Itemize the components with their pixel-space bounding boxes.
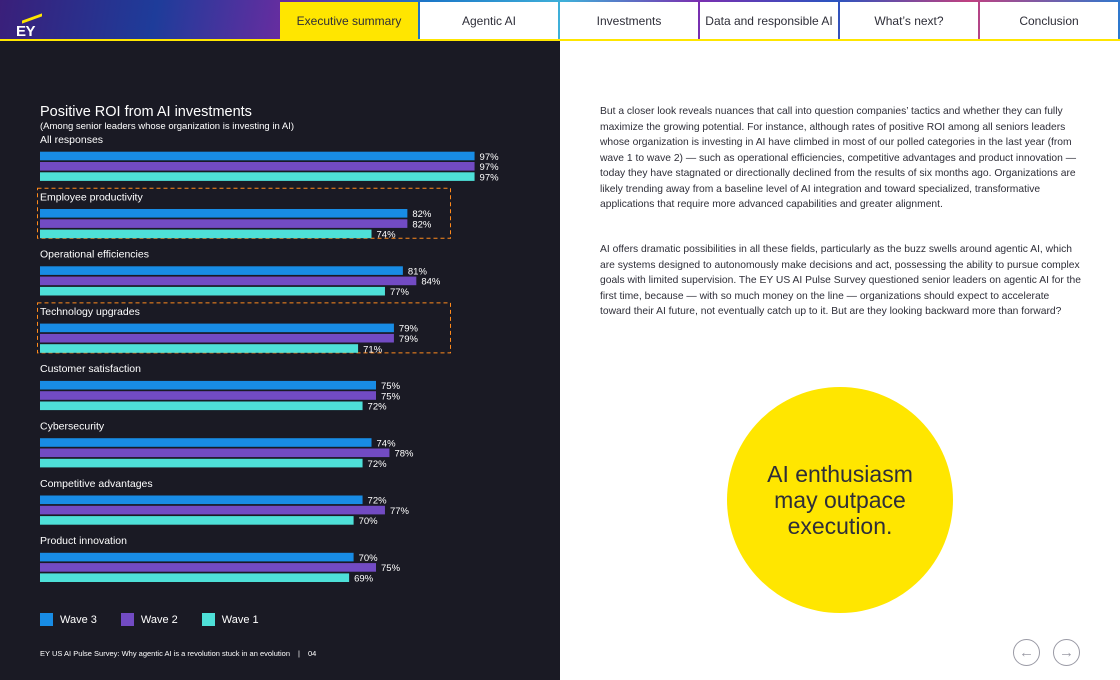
legend-item-wave-1: Wave 1 [201, 613, 259, 626]
tab-executive-summary[interactable]: Executive summary [280, 2, 418, 40]
value-label-wave-1-competitive-advantages: 70% [359, 516, 379, 527]
tab-data-and-responsible-ai[interactable]: Data and responsible AI [700, 2, 838, 40]
category-label-technology-upgrades: Technology upgrades [40, 306, 140, 318]
previous-page-button[interactable]: ← [1013, 639, 1040, 666]
footer-title: EY US AI Pulse Survey: Why agentic AI is… [40, 649, 290, 658]
category-label-employee-productivity: Employee productivity [40, 191, 143, 203]
callout-text: AI enthusiasm may outpace execution. [767, 461, 913, 539]
value-label-wave-1-technology-upgrades: 71% [363, 344, 383, 355]
value-label-wave-1-employee-productivity: 74% [377, 230, 397, 241]
topbar-accent-line [0, 39, 1120, 41]
legend-swatch-wave-1 [201, 613, 215, 626]
bar-wave-3-customer-satisfaction [40, 380, 376, 390]
chart-subtitle: (Among senior leaders whose organization… [40, 121, 294, 132]
value-label-wave-3-employee-productivity: 82% [412, 209, 432, 220]
callout-circle: AI enthusiasm may outpace execution. [727, 387, 953, 613]
body-paragraph-2: AI offers dramatic possibilities in all … [600, 244, 1081, 317]
category-label-product-innovation: Product innovation [40, 535, 127, 547]
tab-investments[interactable]: Investments [560, 2, 698, 40]
chart-panel: Positive ROI from AI investments (Among … [0, 41, 560, 680]
category-label-competitive-advantages: Competitive advantages [40, 478, 153, 490]
arrow-left-icon: ← [1019, 644, 1034, 661]
section-tabs: Executive summary Agentic AI Investments… [280, 2, 1118, 40]
bar-wave-2-technology-upgrades [40, 333, 394, 343]
category-label-all-responses: All responses [40, 134, 103, 146]
value-label-wave-1-operational-efficiencies: 77% [390, 287, 410, 298]
tab-whats-next[interactable]: What’s next? [840, 2, 978, 40]
value-label-wave-2-competitive-advantages: 77% [390, 506, 410, 517]
text-panel: But a closer look reveals nuances that c… [560, 41, 1120, 680]
value-label-wave-1-product-innovation: 69% [354, 574, 374, 585]
top-navigation-bar: EY Executive summary Agentic AI Investme… [0, 0, 1120, 41]
value-label-wave-1-cybersecurity: 72% [368, 459, 388, 470]
chart-legend: Wave 3 Wave 2 Wave 1 [40, 613, 283, 626]
bar-wave-2-employee-productivity [40, 219, 408, 228]
bar-wave-3-product-innovation [40, 552, 354, 562]
legend-label-wave-2: Wave 2 [140, 613, 178, 626]
bar-wave-1-customer-satisfaction [40, 401, 363, 411]
bar-wave-1-all-responses [40, 172, 475, 181]
page-number: 04 [307, 649, 317, 658]
logo-text: EY [16, 23, 36, 40]
value-label-wave-2-customer-satisfaction: 75% [381, 391, 401, 402]
value-label-wave-3-operational-efficiencies: 81% [408, 266, 428, 277]
bar-wave-2-cybersecurity [40, 448, 390, 458]
bar-wave-1-operational-efficiencies [40, 286, 385, 296]
bar-wave-3-technology-upgrades [40, 323, 394, 333]
legend-label-wave-3: Wave 3 [60, 613, 97, 626]
bar-wave-2-product-innovation [40, 563, 376, 572]
bar-wave-1-product-innovation [40, 573, 350, 582]
category-label-customer-satisfaction: Customer satisfaction [40, 363, 141, 375]
bar-wave-3-all-responses [40, 151, 475, 161]
value-label-wave-2-product-innovation: 75% [381, 563, 401, 574]
tab-agentic-ai[interactable]: Agentic AI [420, 2, 558, 40]
value-label-wave-3-all-responses: 97% [480, 152, 500, 163]
value-label-wave-2-technology-upgrades: 79% [399, 334, 419, 345]
chart-title: Positive ROI from AI investments [40, 104, 252, 120]
bar-wave-2-customer-satisfaction [40, 391, 376, 400]
tab-conclusion[interactable]: Conclusion [980, 2, 1118, 40]
value-label-wave-2-cybersecurity: 78% [394, 449, 414, 460]
highlight-box-employee-productivity [37, 187, 451, 239]
bar-wave-3-operational-efficiencies [40, 266, 403, 275]
bar-wave-1-cybersecurity [40, 458, 363, 468]
body-paragraph-1: But a closer look reveals nuances that c… [600, 106, 1077, 210]
value-label-wave-2-all-responses: 97% [480, 162, 500, 173]
value-label-wave-1-customer-satisfaction: 72% [368, 402, 388, 413]
value-label-wave-3-competitive-advantages: 72% [368, 496, 388, 507]
bar-wave-1-competitive-advantages [40, 516, 354, 525]
legend-swatch-wave-3 [40, 613, 53, 626]
legend-item-wave-3: Wave 3 [40, 613, 97, 626]
arrow-right-icon: → [1059, 644, 1074, 661]
value-label-wave-1-all-responses: 97% [480, 172, 500, 183]
ey-logo[interactable]: EY [8, 8, 42, 40]
legend-item-wave-2: Wave 2 [120, 613, 178, 626]
legend-label-wave-1: Wave 1 [221, 613, 259, 626]
next-page-button[interactable]: → [1053, 639, 1080, 666]
value-label-wave-3-cybersecurity: 74% [377, 438, 397, 449]
bar-wave-2-competitive-advantages [40, 505, 385, 515]
category-label-cybersecurity: Cybersecurity [40, 421, 105, 433]
legend-swatch-wave-2 [120, 613, 134, 626]
value-label-wave-3-technology-upgrades: 79% [399, 324, 419, 335]
bar-wave-3-competitive-advantages [40, 495, 363, 505]
value-label-wave-2-employee-productivity: 82% [412, 219, 432, 230]
page-footer: EY US AI Pulse Survey: Why agentic AI is… [40, 649, 316, 658]
value-label-wave-2-operational-efficiencies: 84% [421, 277, 441, 288]
value-label-wave-3-product-innovation: 70% [359, 553, 379, 564]
bar-wave-3-cybersecurity [40, 438, 372, 447]
value-label-wave-3-customer-satisfaction: 75% [381, 381, 401, 392]
footer-separator: | [298, 649, 300, 658]
bar-wave-2-operational-efficiencies [40, 276, 417, 286]
category-label-operational-efficiencies: Operational efficiencies [40, 249, 149, 261]
bar-wave-1-employee-productivity [40, 229, 372, 239]
bar-wave-3-employee-productivity [40, 209, 408, 218]
bar-wave-1-technology-upgrades [40, 344, 359, 353]
highlight-box-technology-upgrades [37, 302, 451, 354]
bar-wave-2-all-responses [40, 162, 475, 171]
